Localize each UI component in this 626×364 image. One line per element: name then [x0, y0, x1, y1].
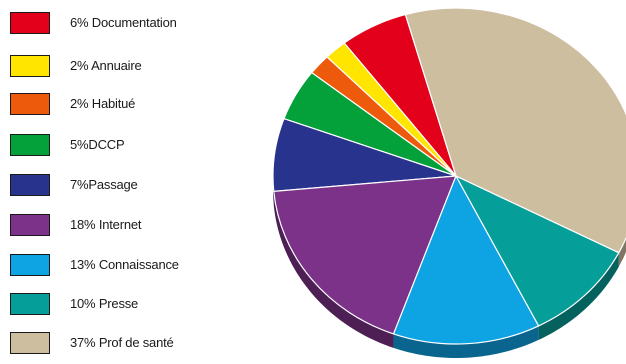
pie-slices [272, 7, 626, 345]
pie-slice-connaissance [392, 175, 540, 345]
legend-swatch-internet [10, 214, 50, 236]
legend-label-presse: 10% Presse [70, 296, 139, 311]
pie-slice-presse [455, 175, 620, 327]
legend-item-habitue: 2% Habitué [10, 93, 260, 117]
legend-swatch-habitue [10, 93, 50, 115]
pie-slice-internet [273, 175, 457, 335]
pie-side-internet [273, 191, 394, 348]
legend-item-connaissance: 13% Connaissance [10, 254, 260, 278]
legend-item-dccp: 5%DCCP [10, 134, 260, 158]
legend-swatch-documentation [10, 12, 50, 34]
legend-label-annuaire: 2% Annuaire [70, 58, 142, 73]
legend-label-dccp: 5%DCCP [70, 137, 125, 152]
legend-label-documentation: 6% Documentation [70, 15, 177, 30]
chart-legend: 6% Documentation 2% Annuaire 2% Habitué … [0, 0, 260, 364]
legend-label-internet: 18% Internet [70, 217, 142, 232]
legend-item-annuaire: 2% Annuaire [10, 55, 260, 79]
legend-swatch-passage [10, 174, 50, 196]
legend-swatch-connaissance [10, 254, 50, 276]
legend-label-connaissance: 13% Connaissance [70, 257, 179, 272]
legend-label-passage: 7%Passage [70, 177, 138, 192]
legend-swatch-presse [10, 293, 50, 315]
legend-swatch-annuaire [10, 55, 50, 77]
legend-label-habitue: 2% Habitué [70, 96, 136, 111]
legend-item-passage: 7%Passage [10, 174, 260, 198]
legend-item-presse: 10% Presse [10, 293, 260, 317]
legend-item-prof-de-sante: 37% Prof de santé [10, 332, 260, 356]
pie-side-presse [538, 252, 619, 340]
legend-item-internet: 18% Internet [10, 214, 260, 238]
pie-slice-prof-de-sante [404, 7, 626, 254]
pie-side-connaissance [393, 325, 539, 358]
legend-item-documentation: 6% Documentation [10, 12, 260, 36]
legend-swatch-dccp [10, 134, 50, 156]
legend-swatch-prof-de-sante [10, 332, 50, 354]
legend-label-prof-de-sante: 37% Prof de santé [70, 335, 174, 350]
